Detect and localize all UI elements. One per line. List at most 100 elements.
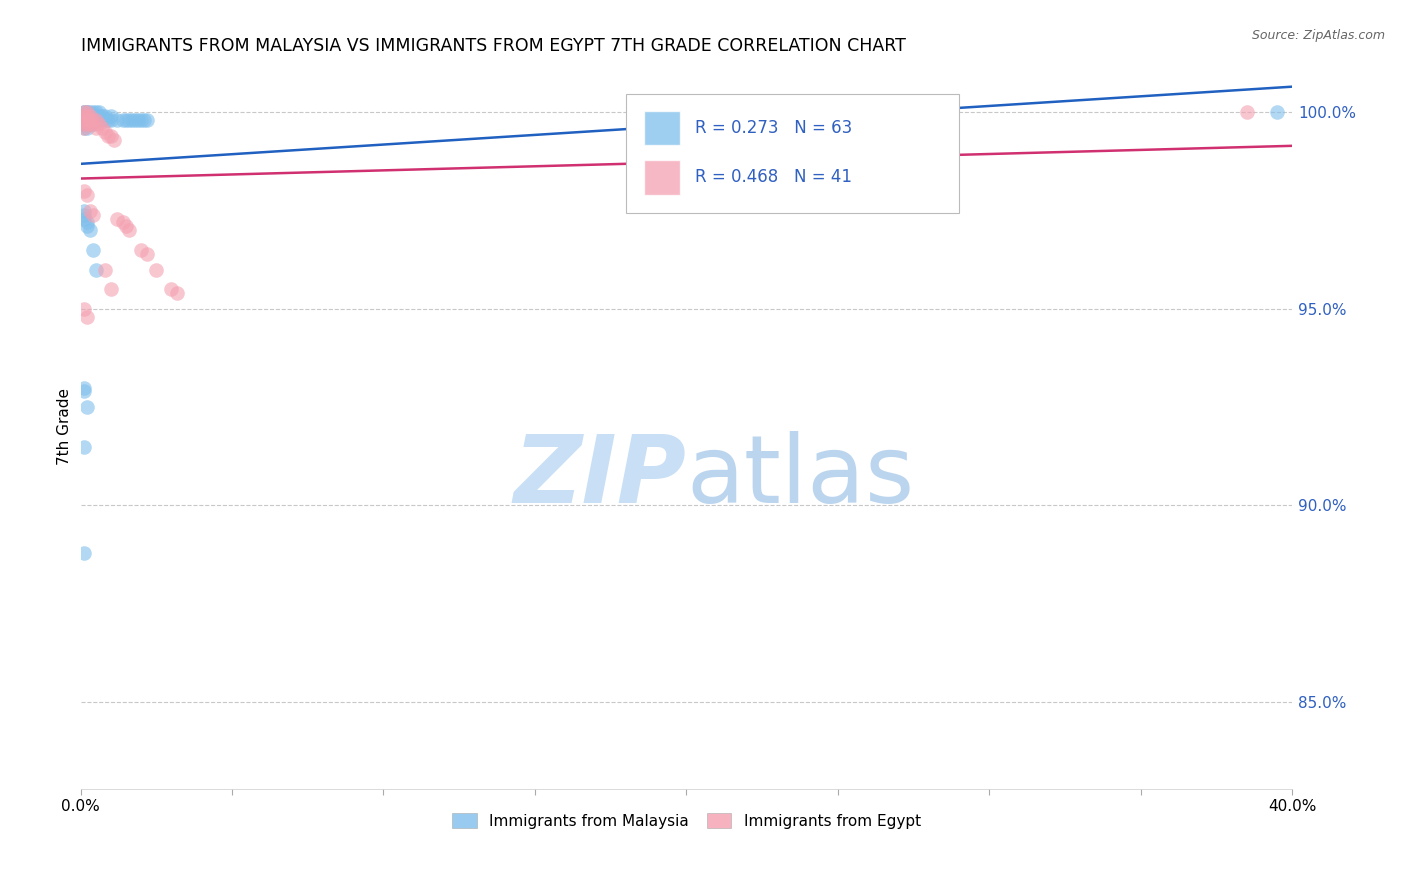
Point <box>72 203 94 218</box>
Point <box>100 128 122 143</box>
Point <box>100 282 122 296</box>
Point <box>124 113 146 128</box>
Point <box>72 211 94 226</box>
Point <box>72 109 94 123</box>
Point <box>1265 105 1288 120</box>
Point <box>105 113 128 128</box>
Point <box>82 208 104 222</box>
Point <box>84 113 107 128</box>
Point <box>72 113 94 128</box>
Point <box>84 121 107 136</box>
Point <box>72 113 94 128</box>
Point <box>94 262 117 277</box>
Point <box>118 113 141 128</box>
Point <box>76 105 98 120</box>
Point <box>76 113 98 128</box>
Point <box>72 109 94 123</box>
Legend: Immigrants from Malaysia, Immigrants from Egypt: Immigrants from Malaysia, Immigrants fro… <box>446 807 927 835</box>
Point <box>129 113 152 128</box>
Point <box>136 247 159 261</box>
Point <box>94 125 117 139</box>
Point <box>72 117 94 131</box>
Point <box>127 113 149 128</box>
Point <box>82 117 104 131</box>
Point <box>79 109 101 123</box>
Point <box>72 117 94 131</box>
Point <box>76 219 98 234</box>
Point <box>76 121 98 136</box>
Point <box>145 262 167 277</box>
Point <box>72 117 94 131</box>
Point <box>111 215 134 229</box>
FancyBboxPatch shape <box>626 95 959 213</box>
Point <box>79 223 101 237</box>
Point <box>79 113 101 128</box>
Point <box>100 109 122 123</box>
Point <box>82 117 104 131</box>
Point <box>76 215 98 229</box>
Point <box>97 128 120 143</box>
Point <box>84 109 107 123</box>
Point <box>160 282 183 296</box>
Point <box>76 117 98 131</box>
Point <box>82 243 104 257</box>
Point <box>136 113 159 128</box>
Point <box>72 105 94 120</box>
Point <box>84 105 107 120</box>
Point <box>72 113 94 128</box>
Point <box>76 401 98 415</box>
Point <box>84 262 107 277</box>
Point <box>72 440 94 454</box>
Point <box>118 223 141 237</box>
Point <box>82 109 104 123</box>
Point <box>115 219 138 234</box>
Text: R = 0.273   N = 63: R = 0.273 N = 63 <box>695 120 852 137</box>
Point <box>97 113 120 128</box>
Point <box>76 117 98 131</box>
Point <box>72 301 94 316</box>
Point <box>76 188 98 202</box>
Point <box>72 208 94 222</box>
FancyBboxPatch shape <box>644 111 681 145</box>
Point <box>72 109 94 123</box>
Text: atlas: atlas <box>686 432 915 524</box>
Point <box>1236 105 1258 120</box>
Text: Source: ZipAtlas.com: Source: ZipAtlas.com <box>1251 29 1385 42</box>
Point <box>100 113 122 128</box>
Point <box>72 121 94 136</box>
Point <box>76 109 98 123</box>
Point <box>134 113 156 128</box>
Point <box>79 105 101 120</box>
Point <box>79 117 101 131</box>
Point <box>79 117 101 131</box>
Point <box>76 105 98 120</box>
Point <box>103 133 125 147</box>
Text: IMMIGRANTS FROM MALAYSIA VS IMMIGRANTS FROM EGYPT 7TH GRADE CORRELATION CHART: IMMIGRANTS FROM MALAYSIA VS IMMIGRANTS F… <box>80 37 905 55</box>
Point <box>87 105 110 120</box>
Point <box>72 105 94 120</box>
Point <box>87 117 110 131</box>
Point <box>90 113 112 128</box>
Point <box>129 243 152 257</box>
Y-axis label: 7th Grade: 7th Grade <box>58 388 72 466</box>
FancyBboxPatch shape <box>644 160 681 194</box>
Point <box>105 211 128 226</box>
Point <box>166 286 188 301</box>
Point <box>79 109 101 123</box>
Point <box>72 184 94 198</box>
Point <box>87 109 110 123</box>
Point <box>72 380 94 394</box>
Point <box>72 121 94 136</box>
Point <box>79 203 101 218</box>
Point <box>79 113 101 128</box>
Point <box>115 113 138 128</box>
Point <box>76 105 98 120</box>
Point <box>76 113 98 128</box>
Point <box>111 113 134 128</box>
Point <box>76 109 98 123</box>
Point <box>76 310 98 324</box>
Point <box>84 113 107 128</box>
Point <box>72 546 94 560</box>
Point <box>121 113 143 128</box>
Point <box>82 113 104 128</box>
